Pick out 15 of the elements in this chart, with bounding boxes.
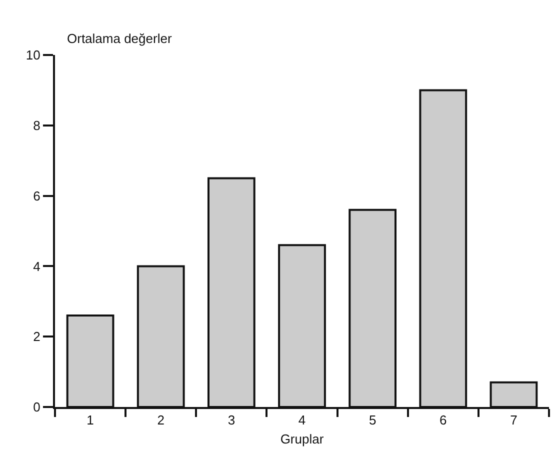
x-tick-label: 3 bbox=[228, 412, 236, 428]
y-tick-label: 4 bbox=[33, 258, 40, 274]
x-axis-title: Gruplar bbox=[280, 432, 324, 447]
y-axis-title: Ortalama değerler bbox=[67, 31, 172, 46]
x-tick-label: 6 bbox=[440, 412, 447, 428]
x-tick-label: 4 bbox=[298, 412, 306, 428]
x-tick-label: 5 bbox=[368, 412, 376, 428]
y-tick-label: 2 bbox=[33, 329, 40, 344]
y-tick-label: 10 bbox=[26, 48, 40, 63]
y-tick-label: 6 bbox=[33, 188, 40, 204]
x-tick-label: 2 bbox=[157, 412, 164, 428]
y-tick-label: 8 bbox=[33, 118, 40, 133]
x-tick-label: 1 bbox=[86, 412, 94, 428]
x-tick-label: 7 bbox=[510, 412, 518, 428]
y-tick-label: 0 bbox=[33, 400, 40, 415]
